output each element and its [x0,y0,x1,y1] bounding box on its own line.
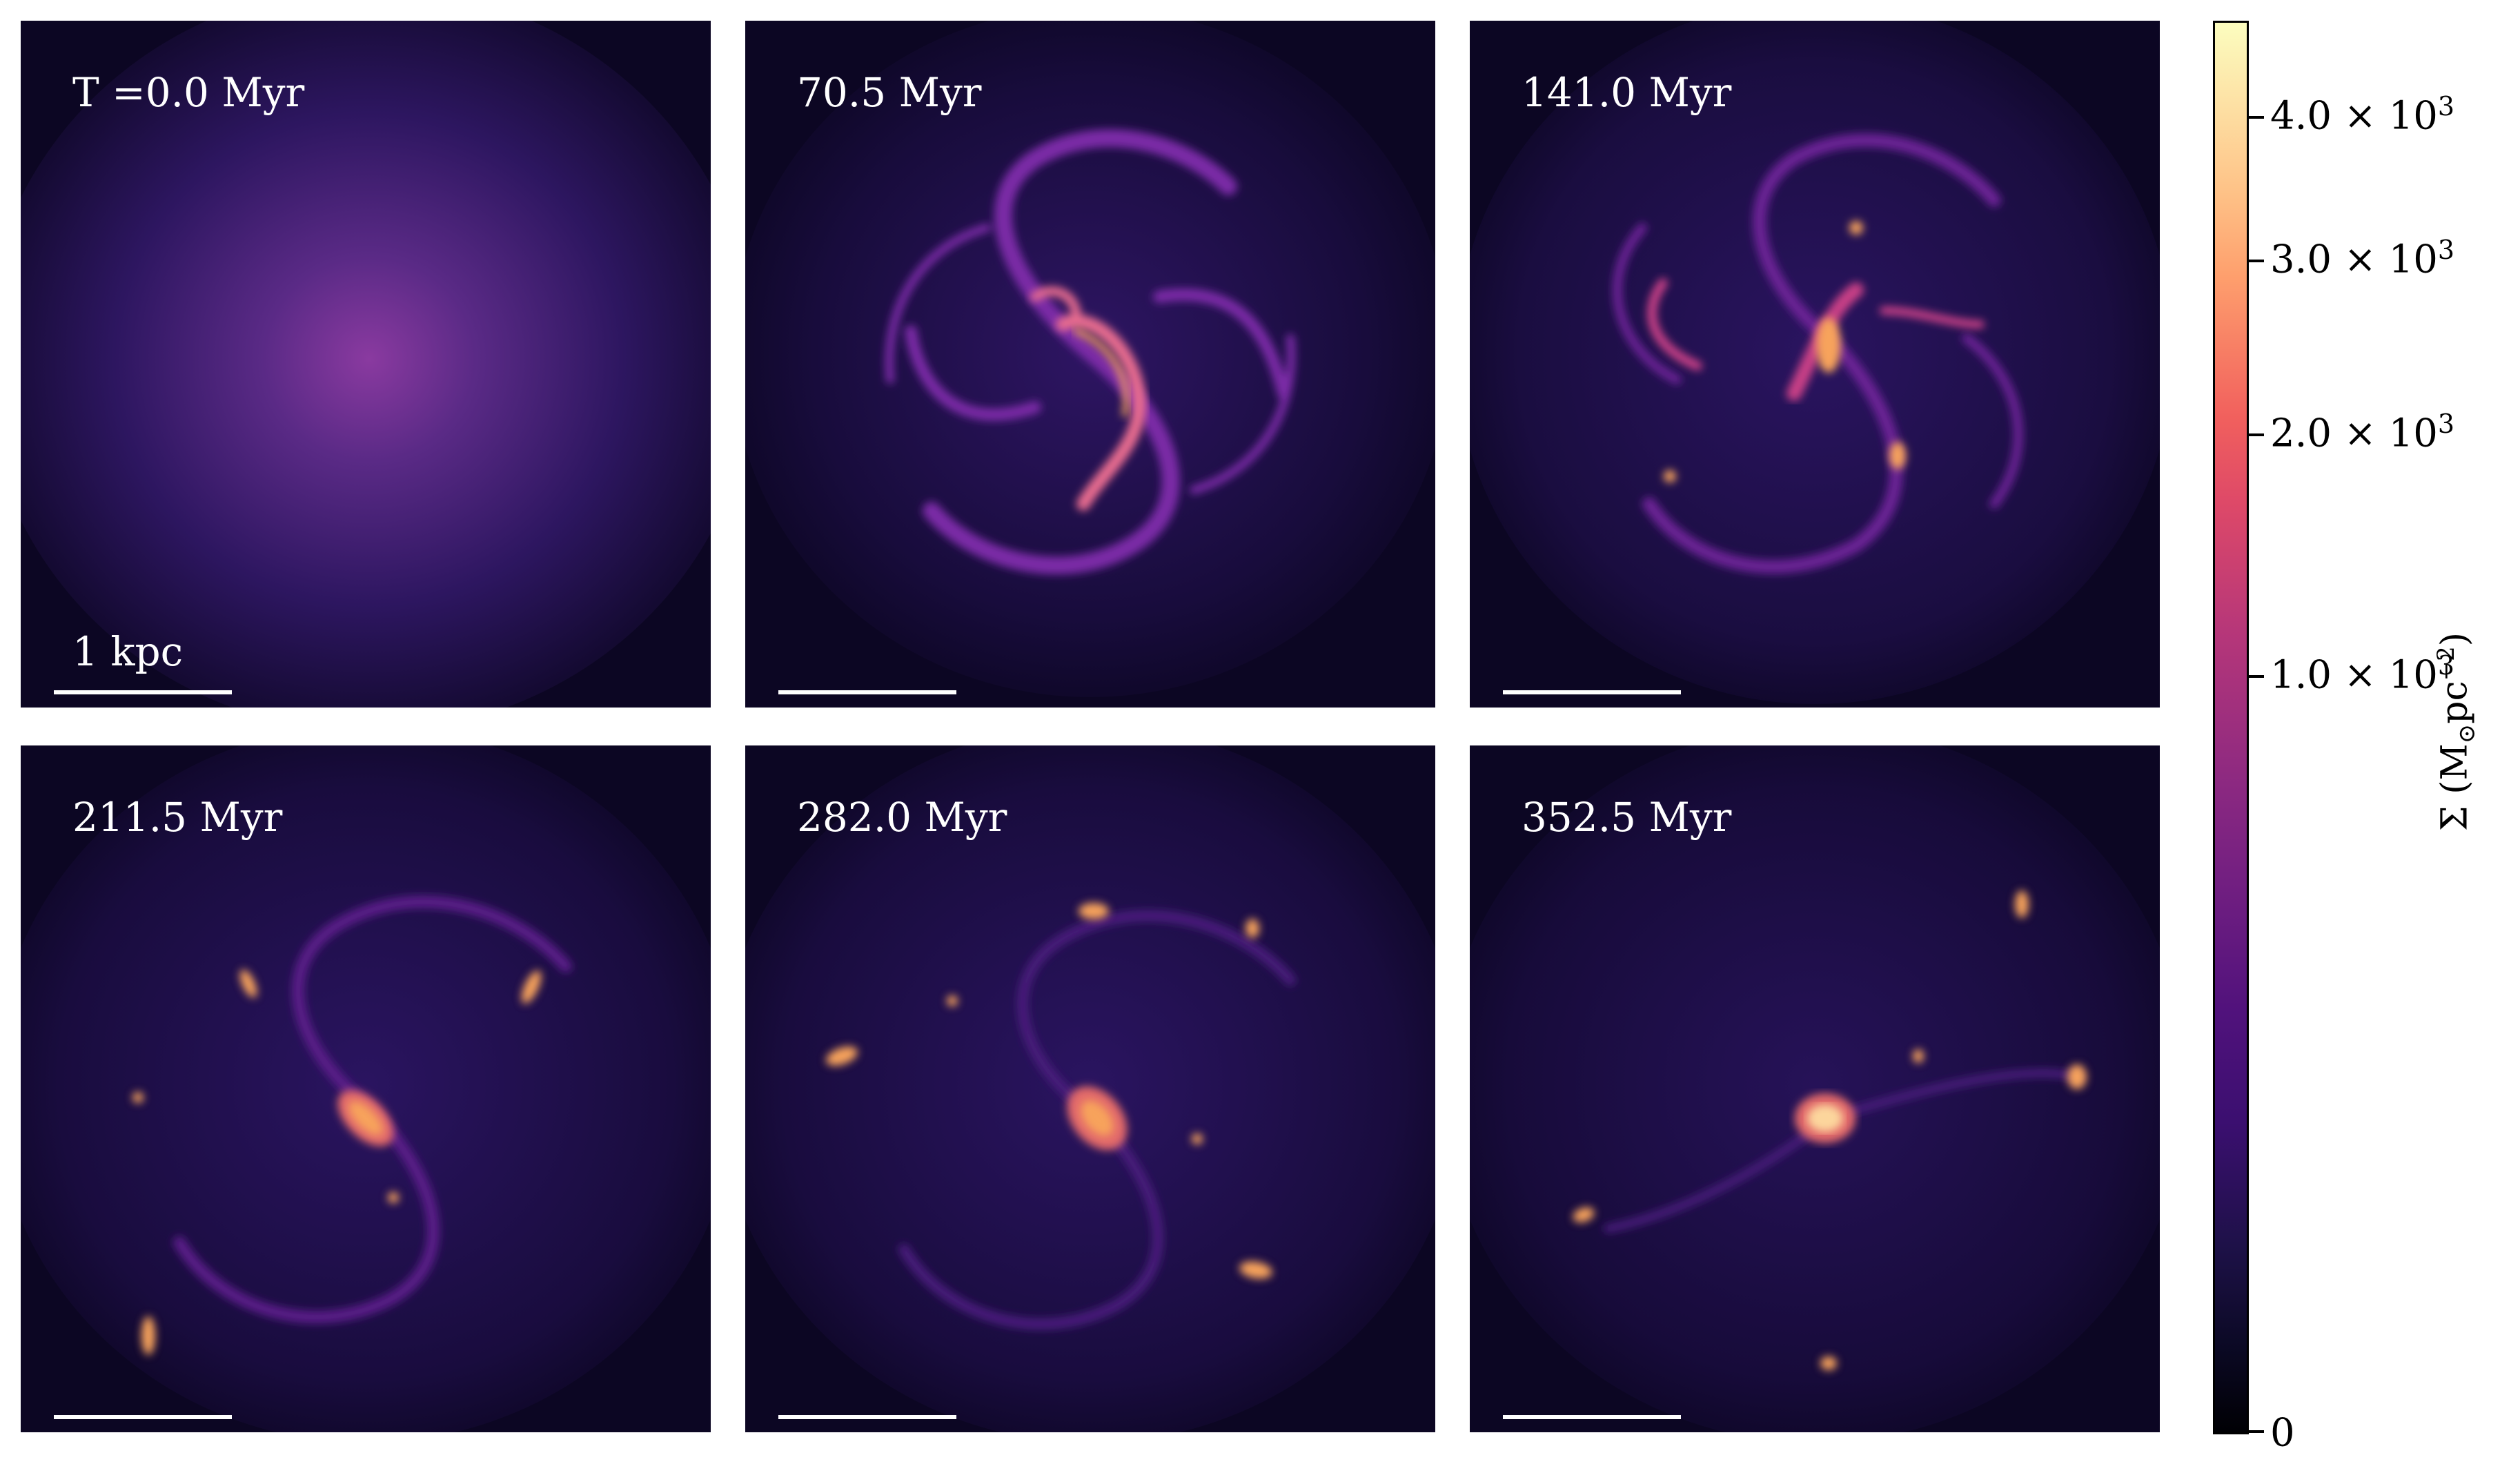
scale-bar [778,1415,956,1419]
scale-bar [54,1415,232,1419]
panel-t0: T =0.0 Myr 1 kpc [21,21,711,708]
panel-t352-image [1470,745,2160,1432]
colorbar-tick-label: 1.0 × 103 [2270,650,2455,698]
colorbar [2213,21,2249,1434]
scale-bar [1503,1415,1681,1419]
panel-t211-image [21,745,711,1432]
panel-t141: 141.0 Myr [1470,21,2160,708]
scale-bar [778,690,956,694]
panel-time-label: T =0.0 Myr [72,69,305,116]
colorbar-tick-label: 3.0 × 103 [2270,235,2455,282]
panel-time-label: 211.5 Myr [72,794,283,841]
panel-time-label: 282.0 Myr [797,794,1007,841]
panel-t70-image [745,21,1435,708]
colorbar-tick-label: 4.0 × 103 [2270,91,2455,139]
colorbar-tick-label: 2.0 × 103 [2270,409,2455,456]
colorbar-tick [2249,433,2264,436]
panel-time-label: 352.5 Myr [1522,794,1732,841]
scale-bar-label: 1 kpc [72,628,184,675]
colorbar-label: Σ (M⊙pc−2) [2432,632,2481,832]
panel-t352: 352.5 Myr [1470,745,2160,1432]
colorbar-tick [2249,1430,2264,1433]
panel-t70: 70.5 Myr [745,21,1435,708]
panel-time-label: 141.0 Myr [1522,69,1732,116]
panel-t211: 211.5 Myr [21,745,711,1432]
colorbar-tick [2249,260,2264,262]
colorbar-tick-label: 0 [2270,1410,2295,1456]
scale-bar [1503,690,1681,694]
panel-t141-image [1470,21,2160,708]
colorbar-tick [2249,116,2264,119]
colorbar-tick [2249,675,2264,678]
panel-t0-image [21,21,711,708]
panel-t282: 282.0 Myr [745,745,1435,1432]
scale-bar [54,690,232,694]
panel-time-label: 70.5 Myr [797,69,982,116]
panel-t282-image [745,745,1435,1432]
